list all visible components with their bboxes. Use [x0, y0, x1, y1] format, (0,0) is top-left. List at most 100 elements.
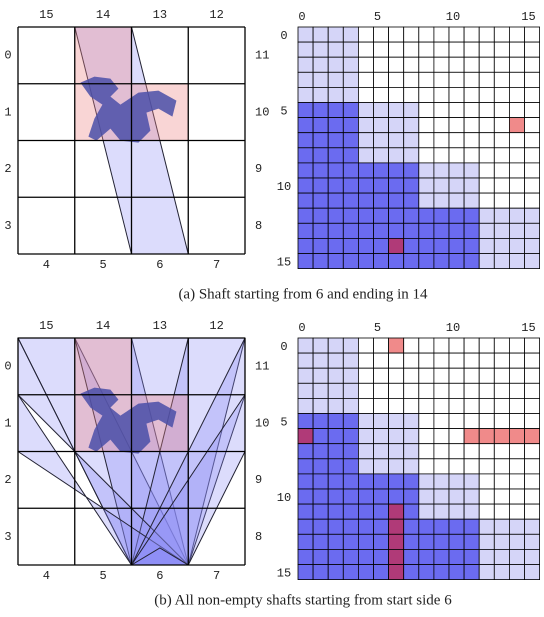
- matrix-cell: [357, 56, 374, 73]
- matrix-cell: [493, 87, 510, 103]
- side-label: 10: [255, 416, 269, 430]
- matrix-cell: [388, 177, 405, 194]
- matrix-cell: [403, 443, 420, 460]
- matrix-cell: [342, 41, 359, 58]
- matrix-cell: [418, 473, 435, 490]
- matrix-cell: [493, 564, 510, 581]
- matrix-cell: [312, 177, 329, 194]
- matrix-cell: [312, 533, 329, 550]
- matrix-cell: [448, 352, 465, 369]
- matrix-cell: [297, 192, 314, 209]
- matrix-cell: [357, 382, 374, 399]
- highlight-cell: [74, 338, 132, 395]
- matrix-cell: [493, 337, 510, 354]
- matrix-cell: [373, 503, 390, 520]
- matrix-cell: [508, 41, 525, 58]
- matrix-cell: [463, 413, 480, 430]
- matrix-cell: [478, 26, 495, 43]
- matrix-cell: [508, 87, 525, 103]
- matrix-cell: [327, 102, 344, 119]
- matrix-cell: [373, 162, 390, 179]
- matrix-cell: [357, 428, 374, 445]
- matrix-cell: [463, 458, 480, 475]
- matrix-cell: [478, 222, 495, 239]
- matrix-cell: [433, 428, 450, 445]
- side-label: 11: [255, 49, 269, 63]
- matrix-cell: [342, 473, 359, 490]
- matrix-cell: [433, 337, 450, 354]
- matrix-cell: [508, 488, 525, 505]
- matrix-cell: [493, 382, 510, 399]
- matrix-cell: [508, 458, 525, 475]
- matrix-col-label: 15: [521, 10, 535, 24]
- matrix-cell: [478, 549, 495, 565]
- side-label: 12: [209, 8, 223, 22]
- matrix-cell: [388, 207, 405, 224]
- matrix-cell: [342, 443, 359, 460]
- matrix-cell: [463, 352, 480, 369]
- matrix-cell: [463, 564, 480, 581]
- matrix-cell: [418, 428, 435, 445]
- matrix-cell: [342, 564, 359, 581]
- matrix-row-label: 10: [277, 491, 291, 505]
- matrix-cell: [508, 102, 525, 119]
- matrix-cell: [448, 443, 465, 460]
- matrix-cell: [312, 162, 329, 179]
- matrix-cell: [327, 352, 344, 369]
- matrix-cell: [418, 352, 435, 369]
- matrix-cell: [493, 443, 510, 460]
- matrix-cell: [327, 56, 344, 73]
- matrix-cell: [357, 564, 374, 581]
- matrix-cell: [478, 337, 495, 354]
- matrix-cell: [342, 177, 359, 194]
- side-label: 6: [156, 569, 163, 583]
- matrix-cell: [524, 337, 541, 354]
- matrix-row-label: 5: [280, 416, 287, 430]
- matrix-cell: [418, 413, 435, 430]
- matrix-cell: [508, 177, 525, 194]
- matrix-cell: [418, 533, 435, 550]
- matrix-cell: [493, 71, 510, 88]
- matrix-cell: [508, 147, 525, 164]
- matrix-cell: [508, 473, 525, 490]
- matrix-cell: [448, 382, 465, 399]
- matrix-cell: [312, 488, 329, 505]
- matrix-cell: [327, 564, 344, 581]
- matrix-cell: [418, 87, 435, 103]
- matrix-cell: [463, 147, 480, 164]
- matrix-cell: [403, 367, 420, 384]
- matrix-cell: [297, 147, 314, 164]
- matrix-cell: [448, 237, 465, 254]
- matrix-cell: [403, 549, 420, 565]
- matrix-cell: [373, 564, 390, 581]
- matrix-cell: [418, 443, 435, 460]
- matrix-cell: [403, 503, 420, 520]
- side-label: 14: [96, 319, 110, 333]
- matrix-cell: [373, 413, 390, 430]
- matrix-cell: [342, 192, 359, 209]
- matrix-cell: [312, 26, 329, 43]
- matrix-cell: [478, 488, 495, 505]
- matrix-cell: [342, 132, 359, 149]
- matrix-cell: [403, 337, 420, 354]
- matrix-cell: [403, 192, 420, 209]
- matrix-cell: [373, 518, 390, 535]
- matrix-cell: [448, 253, 465, 270]
- matrix-cell: [508, 413, 525, 430]
- matrix-cell: [342, 207, 359, 224]
- matrix-cell: [403, 397, 420, 414]
- matrix-cell: [297, 488, 314, 505]
- matrix-cell: [463, 177, 480, 194]
- matrix-cell: [524, 488, 541, 505]
- matrix-cell: [403, 87, 420, 103]
- matrix-cell: [357, 533, 374, 550]
- matrix-cell: [388, 87, 405, 103]
- matrix-cell: [448, 488, 465, 505]
- matrix-cell: [478, 147, 495, 164]
- matrix-cell: [357, 132, 374, 149]
- matrix-cell: [297, 132, 314, 149]
- matrix-cell: [463, 56, 480, 73]
- matrix-cell: [297, 382, 314, 399]
- side-label: 5: [100, 569, 107, 583]
- matrix-cell: [342, 147, 359, 164]
